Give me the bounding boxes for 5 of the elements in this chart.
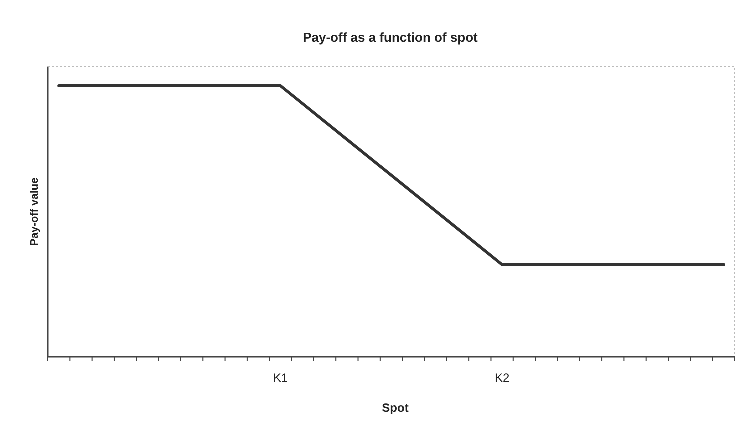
y-axis-title: Pay-off value [29,178,41,246]
x-tick-label: K1 [273,371,288,385]
chart-title: Pay-off as a function of spot [303,30,479,45]
x-axis-title: Spot [382,401,409,415]
x-tick-label: K2 [494,371,510,385]
